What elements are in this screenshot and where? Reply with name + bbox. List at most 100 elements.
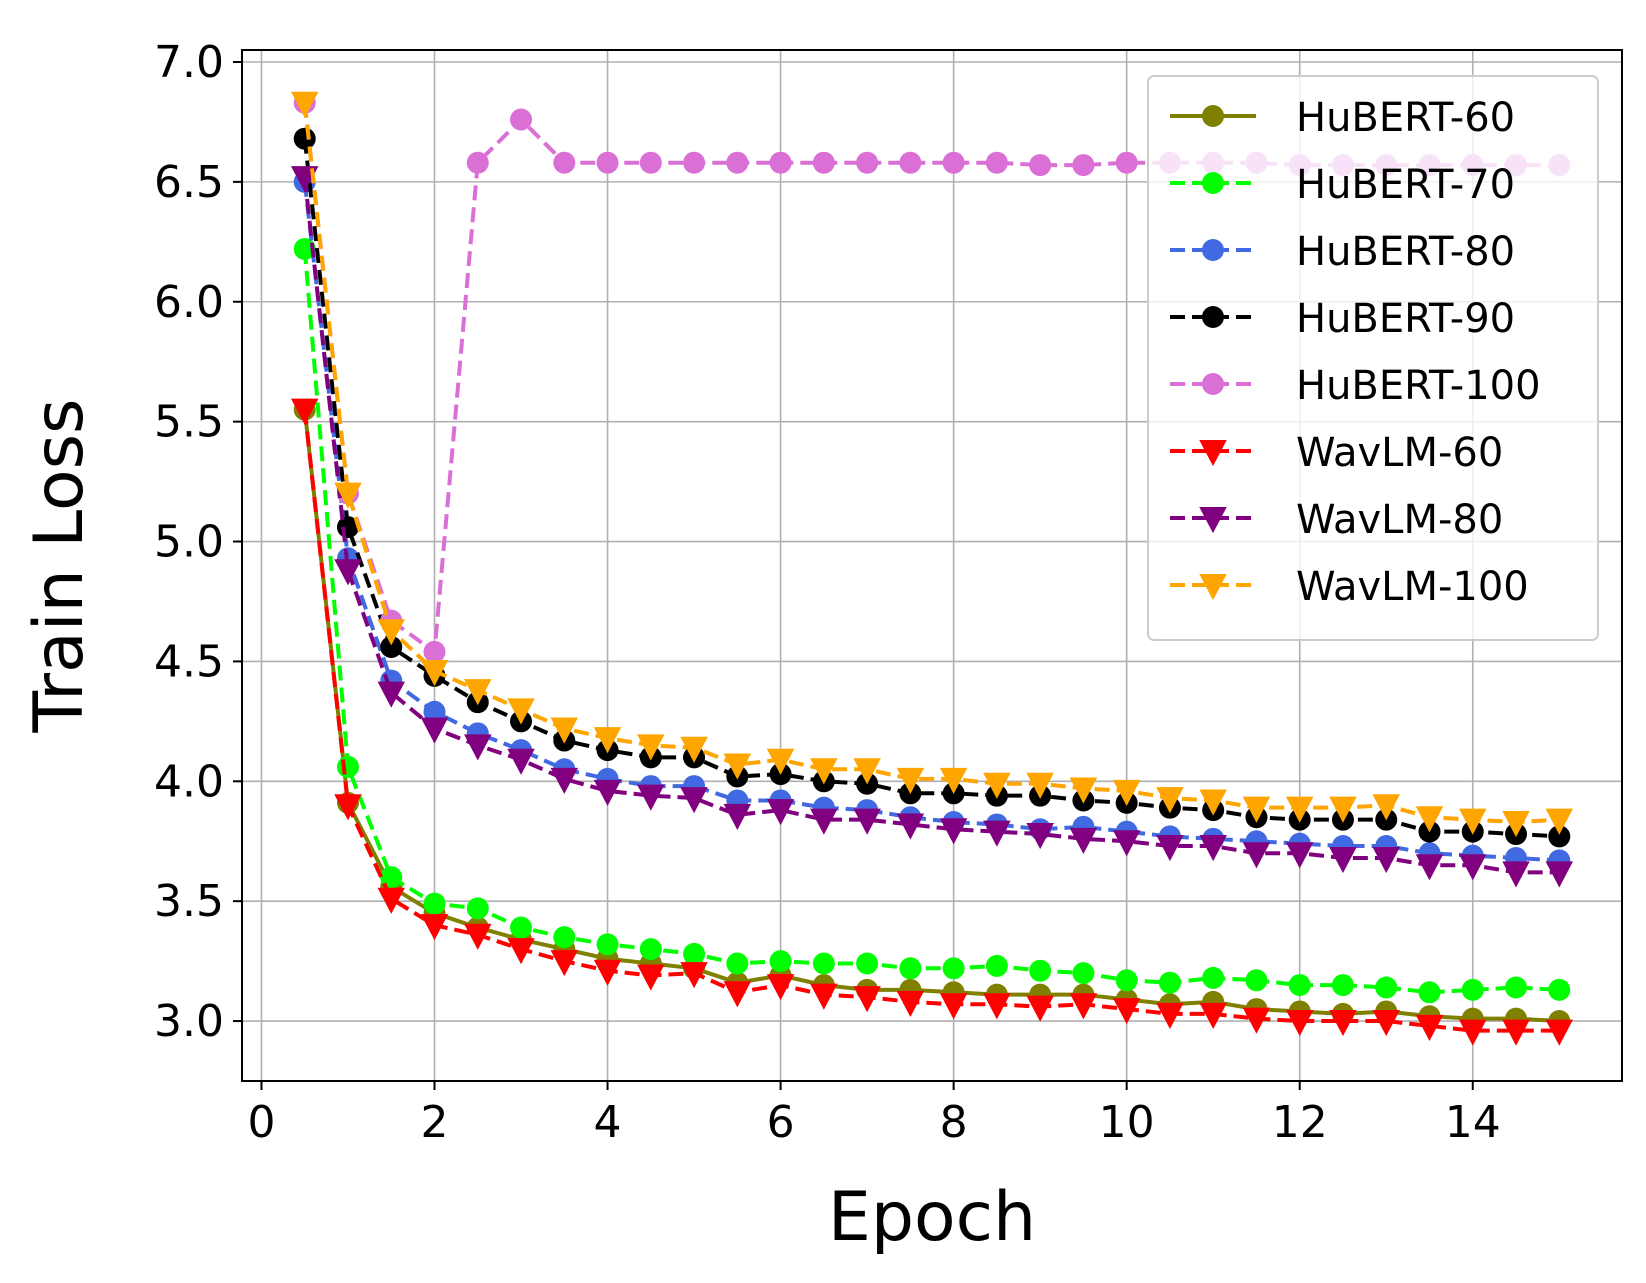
data-point-hubert-100 <box>1029 154 1052 177</box>
x-tick-label: 4 <box>594 1097 622 1148</box>
data-point-hubert-90 <box>380 636 403 659</box>
data-point-wavlm-100 <box>637 734 665 761</box>
data-point-hubert-100 <box>639 151 662 174</box>
data-point-wavlm-60 <box>810 983 838 1010</box>
legend-label: HuBERT-80 <box>1296 229 1515 275</box>
data-point-hubert-100 <box>726 151 749 174</box>
legend-label: HuBERT-70 <box>1296 162 1515 208</box>
data-point-wavlm-60 <box>1545 1019 1574 1046</box>
x-tick-label: 8 <box>940 1097 968 1148</box>
data-point-wavlm-80 <box>1242 842 1271 869</box>
data-point-wavlm-100 <box>1112 779 1141 807</box>
data-point-wavlm-80 <box>550 767 579 795</box>
legend-marker <box>1202 239 1224 261</box>
data-point-wavlm-80 <box>507 748 535 775</box>
data-point-wavlm-100 <box>507 698 535 725</box>
data-point-wavlm-60 <box>1502 1019 1530 1046</box>
legend-marker <box>1199 440 1227 467</box>
y-tick-label: 7.0 <box>154 37 224 88</box>
y-tick-label: 6.0 <box>154 277 224 328</box>
x-tick-label: 0 <box>247 1097 275 1148</box>
data-point-wavlm-100 <box>334 482 362 509</box>
data-point-wavlm-60 <box>1112 998 1141 1025</box>
x-tick-label: 14 <box>1445 1097 1501 1148</box>
data-point-wavlm-100 <box>550 717 579 744</box>
data-point-wavlm-60 <box>723 981 752 1008</box>
y-axis-label: Train Loss <box>20 399 99 734</box>
data-point-wavlm-80 <box>1459 854 1487 881</box>
data-point-wavlm-100 <box>1285 796 1314 823</box>
data-point-wavlm-60 <box>1026 995 1054 1022</box>
x-axis-label: Epoch <box>828 1178 1036 1257</box>
data-point-wavlm-80 <box>1199 835 1227 862</box>
data-point-wavlm-60 <box>1372 1010 1400 1037</box>
legend-item-hubert-80: HuBERT-80 <box>1170 229 1515 275</box>
data-point-hubert-100 <box>596 151 619 174</box>
x-tick-label: 10 <box>1099 1097 1155 1148</box>
data-point-wavlm-60 <box>1459 1019 1487 1046</box>
y-tick-label: 6.5 <box>154 157 224 208</box>
data-point-wavlm-100 <box>464 679 492 706</box>
legend-label: WavLM-80 <box>1296 497 1503 543</box>
data-point-wavlm-60 <box>1329 1010 1357 1037</box>
data-point-wavlm-100 <box>1545 808 1574 835</box>
data-point-hubert-70 <box>985 954 1008 977</box>
data-point-hubert-100 <box>423 640 446 663</box>
data-point-wavlm-100 <box>1026 772 1054 799</box>
legend-box <box>1147 75 1599 641</box>
y-tick-label: 4.0 <box>154 756 224 807</box>
data-point-wavlm-80 <box>853 808 881 835</box>
data-point-wavlm-80 <box>1372 847 1400 874</box>
y-tick-label: 3.0 <box>154 996 224 1047</box>
data-point-wavlm-60 <box>334 794 362 821</box>
data-point-hubert-70 <box>942 957 965 980</box>
data-point-wavlm-80 <box>637 784 665 811</box>
data-point-wavlm-100 <box>1156 787 1184 814</box>
data-point-hubert-70 <box>1505 976 1528 999</box>
x-tick-label: 2 <box>421 1097 449 1148</box>
data-point-wavlm-80 <box>896 813 925 840</box>
data-point-wavlm-100 <box>290 91 319 118</box>
data-point-wavlm-60 <box>1156 1002 1184 1029</box>
data-point-hubert-70 <box>899 957 922 980</box>
data-point-wavlm-60 <box>896 990 925 1018</box>
data-point-wavlm-80 <box>766 799 795 826</box>
data-point-wavlm-60 <box>1242 1007 1271 1034</box>
data-point-wavlm-80 <box>1545 861 1574 888</box>
data-point-hubert-100 <box>812 151 835 174</box>
data-point-wavlm-100 <box>723 753 752 780</box>
data-point-wavlm-60 <box>853 986 881 1013</box>
data-point-hubert-70 <box>856 952 879 975</box>
data-point-wavlm-80 <box>1329 847 1357 874</box>
data-point-wavlm-80 <box>1026 823 1054 850</box>
data-point-hubert-100 <box>466 151 489 174</box>
legend: HuBERT-60 HuBERT-70 HuBERT-80 HuBERT-90 HuBE… <box>1147 75 1599 641</box>
legend-item-hubert-60: HuBERT-60 <box>1170 95 1515 141</box>
legend-marker <box>1202 172 1224 194</box>
data-point-wavlm-80 <box>1502 861 1530 888</box>
data-point-hubert-70 <box>510 916 533 939</box>
data-point-wavlm-80 <box>593 779 622 807</box>
data-point-hubert-70 <box>1202 966 1225 989</box>
data-point-wavlm-80 <box>464 734 492 761</box>
data-point-hubert-70 <box>1331 974 1354 997</box>
data-point-hubert-70 <box>1245 969 1268 992</box>
data-point-wavlm-60 <box>290 398 319 425</box>
data-point-hubert-100 <box>553 151 576 174</box>
data-point-wavlm-100 <box>853 758 881 785</box>
data-point-wavlm-60 <box>637 964 665 991</box>
data-point-hubert-100 <box>899 151 922 174</box>
data-point-wavlm-80 <box>377 681 405 708</box>
data-point-wavlm-80 <box>1285 842 1314 869</box>
legend-item-hubert-70: HuBERT-70 <box>1170 162 1515 208</box>
data-point-wavlm-100 <box>1415 806 1444 833</box>
plot-area-frame <box>241 49 1623 1082</box>
legend-item-wavlm-80: WavLM-80 <box>1170 497 1503 543</box>
data-point-hubert-70 <box>639 938 662 961</box>
data-point-hubert-70 <box>1461 978 1484 1001</box>
data-point-hubert-70 <box>1158 971 1181 994</box>
data-point-hubert-70 <box>1072 962 1095 985</box>
data-point-wavlm-80 <box>723 803 752 830</box>
data-point-hubert-100 <box>683 151 706 174</box>
